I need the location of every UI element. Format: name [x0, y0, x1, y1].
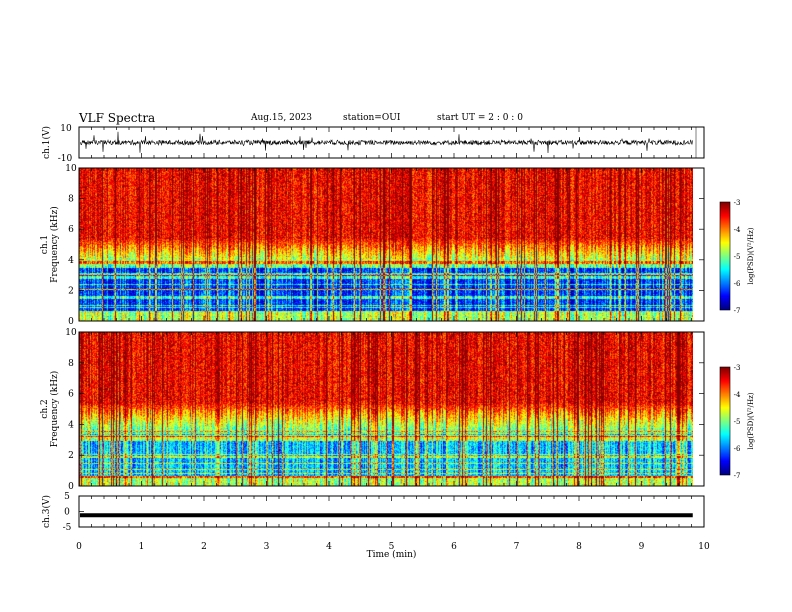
x-tick-label: 3 — [264, 542, 270, 552]
ch1-ylabel: ch.1 — [40, 235, 50, 254]
x-tick-label: 2 — [201, 542, 207, 552]
ch1-ytick-label: 10 — [60, 124, 72, 134]
ch2-freq-tick-label: 2 — [68, 451, 74, 461]
ch1-freq-tick-label: 0 — [68, 317, 74, 327]
x-tick-label: 8 — [576, 542, 582, 552]
panel-frame — [78, 331, 705, 487]
x-tick-label: 0 — [76, 542, 82, 552]
ch2-freq-tick-label: 10 — [65, 328, 77, 338]
colorbar-tick-label: -7 — [734, 472, 741, 480]
ch3-ytick-label: -5 — [63, 523, 72, 533]
x-tick-label: 6 — [451, 542, 457, 552]
ch1-spectrogram — [79, 168, 693, 321]
ch2-freq-tick-label: 0 — [68, 482, 74, 492]
ch2-spectrogram — [79, 332, 693, 486]
colorbar-tick-label: -6 — [734, 280, 741, 288]
colorbar-frame — [719, 201, 731, 311]
ch1-ytick-label: -10 — [58, 154, 73, 164]
ch3-ytick-label: 0 — [64, 508, 70, 518]
colorbar-label: log(PSD)(V²/Hz) — [747, 227, 755, 284]
colorbar-tick-label: -3 — [734, 364, 741, 372]
ch3-ylabel: ch.3(V) — [41, 495, 52, 528]
x-tick-label: 4 — [326, 542, 332, 552]
start-time-label: start UT = 2 : 0 : 0 — [437, 113, 523, 123]
colorbar-tick-label: -5 — [734, 253, 741, 261]
x-tick-label: 9 — [639, 542, 645, 552]
station-label: station=OUI — [343, 113, 401, 123]
ch2-freq-tick-label: 8 — [68, 359, 74, 369]
x-tick-label: 5 — [389, 542, 395, 552]
ch2-freq-axis-label: Frequency (kHz) — [49, 371, 60, 448]
colorbar-tick-label: -6 — [734, 445, 741, 453]
x-axis-label: Time (min) — [367, 549, 417, 560]
ch2-freq-tick-label: 4 — [68, 420, 74, 430]
panel-frame — [78, 167, 705, 322]
x-tick-label: 7 — [514, 542, 520, 552]
ch1-freq-tick-label: 10 — [65, 164, 77, 174]
colorbar-tick-label: -5 — [734, 418, 741, 426]
colorbar-label: log(PSD)(V²/Hz) — [747, 392, 755, 449]
ch1-freq-tick-label: 6 — [68, 225, 74, 235]
ch2-ylabel: ch.2 — [40, 399, 50, 418]
ch2-freq-tick-label: 6 — [68, 390, 74, 400]
figure-title: VLF Spectra — [79, 111, 156, 125]
date-label: Aug.15, 2023 — [251, 113, 312, 123]
ch1-freq-axis-label: Frequency (kHz) — [49, 206, 60, 283]
ch2-colorbar — [720, 367, 730, 475]
ch3-ytick-label: 5 — [64, 492, 70, 502]
ch1-colorbar — [720, 202, 730, 310]
ch1-freq-tick-label: 2 — [68, 286, 74, 296]
ch1-waveform-trace — [80, 131, 693, 154]
colorbar-tick-label: -7 — [734, 307, 741, 315]
x-tick-label: 1 — [139, 542, 145, 552]
colorbar-tick-label: -4 — [734, 226, 741, 234]
ch1-freq-tick-label: 8 — [68, 195, 74, 205]
colorbar-frame — [719, 366, 731, 476]
ch1-ylabel: ch.1(V) — [41, 126, 52, 159]
ch1-freq-tick-label: 4 — [68, 256, 74, 266]
colorbar-tick-label: -4 — [734, 391, 741, 399]
colorbar-tick-label: -3 — [734, 199, 741, 207]
x-tick-label: 10 — [698, 542, 710, 552]
